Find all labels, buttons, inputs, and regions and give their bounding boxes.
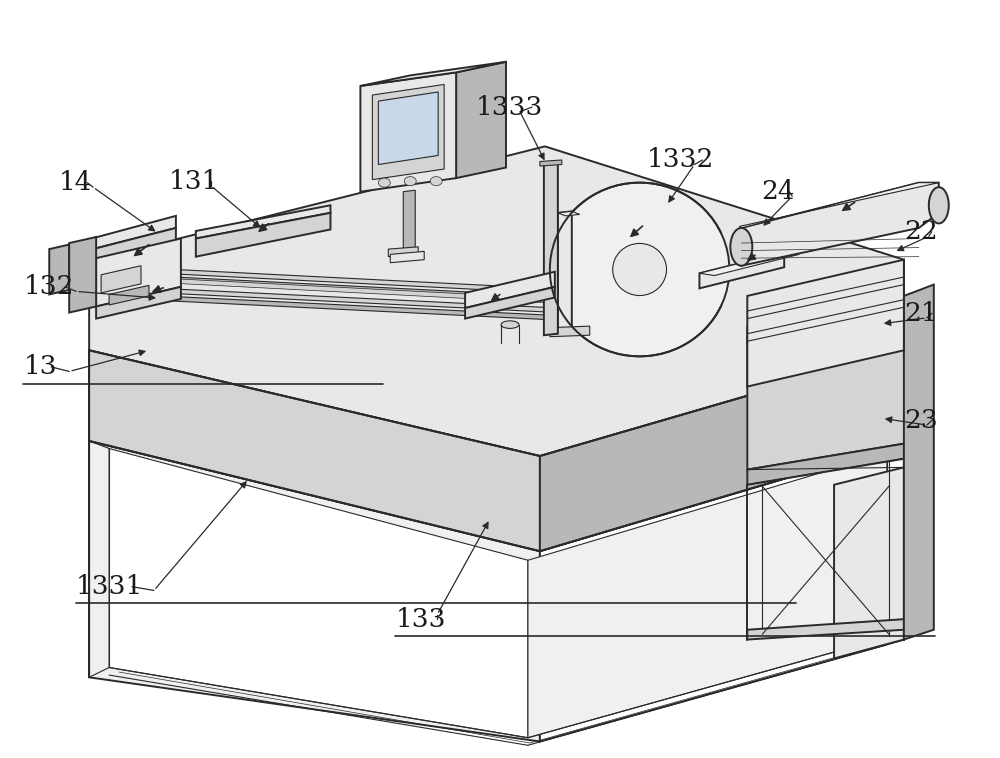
Polygon shape	[109, 285, 149, 305]
Polygon shape	[747, 619, 904, 640]
Polygon shape	[834, 468, 904, 659]
Polygon shape	[49, 245, 69, 294]
Polygon shape	[550, 326, 590, 337]
Polygon shape	[89, 146, 904, 456]
Ellipse shape	[613, 243, 667, 296]
Circle shape	[430, 177, 442, 186]
Polygon shape	[465, 287, 555, 318]
Polygon shape	[465, 272, 555, 308]
Polygon shape	[540, 443, 904, 741]
Polygon shape	[699, 252, 799, 276]
Ellipse shape	[550, 183, 729, 356]
Polygon shape	[69, 216, 176, 255]
Text: 1332: 1332	[647, 148, 714, 173]
Text: 24: 24	[761, 179, 795, 204]
Polygon shape	[89, 350, 540, 551]
Polygon shape	[96, 287, 181, 318]
Polygon shape	[388, 247, 418, 257]
Polygon shape	[96, 239, 181, 306]
Polygon shape	[403, 190, 415, 252]
Polygon shape	[196, 205, 330, 239]
Text: 21: 21	[904, 301, 938, 326]
Polygon shape	[131, 294, 694, 327]
Polygon shape	[558, 211, 572, 334]
Circle shape	[404, 177, 416, 186]
Polygon shape	[747, 311, 907, 470]
Polygon shape	[69, 237, 96, 312]
Polygon shape	[904, 284, 934, 640]
Circle shape	[378, 178, 390, 187]
Polygon shape	[131, 275, 694, 308]
Polygon shape	[109, 449, 528, 738]
Text: 13: 13	[23, 355, 57, 380]
Polygon shape	[747, 443, 907, 484]
Polygon shape	[131, 287, 694, 319]
Polygon shape	[544, 162, 558, 335]
Ellipse shape	[501, 321, 519, 328]
Polygon shape	[540, 160, 562, 166]
Text: 132: 132	[23, 274, 74, 299]
Polygon shape	[360, 72, 456, 192]
Ellipse shape	[730, 228, 752, 266]
Polygon shape	[540, 350, 904, 551]
Polygon shape	[699, 252, 784, 288]
Text: 1333: 1333	[476, 95, 543, 120]
Text: 23: 23	[904, 408, 938, 433]
Polygon shape	[372, 84, 444, 180]
Polygon shape	[456, 62, 506, 178]
Polygon shape	[360, 62, 506, 86]
Polygon shape	[69, 228, 176, 290]
Polygon shape	[747, 260, 904, 387]
Polygon shape	[156, 277, 680, 309]
Polygon shape	[89, 441, 540, 741]
Polygon shape	[528, 453, 887, 738]
Ellipse shape	[929, 187, 949, 224]
Text: 1331: 1331	[76, 575, 143, 599]
Polygon shape	[131, 268, 694, 300]
Polygon shape	[196, 213, 330, 257]
Polygon shape	[378, 92, 438, 164]
Polygon shape	[101, 266, 141, 293]
Polygon shape	[390, 252, 424, 263]
Text: 133: 133	[395, 606, 446, 631]
Polygon shape	[747, 296, 907, 327]
Polygon shape	[741, 183, 939, 266]
Text: 131: 131	[169, 168, 219, 193]
Text: 14: 14	[59, 170, 93, 195]
Polygon shape	[558, 211, 580, 216]
Text: 22: 22	[904, 219, 938, 244]
Polygon shape	[747, 296, 907, 343]
Polygon shape	[739, 183, 939, 228]
